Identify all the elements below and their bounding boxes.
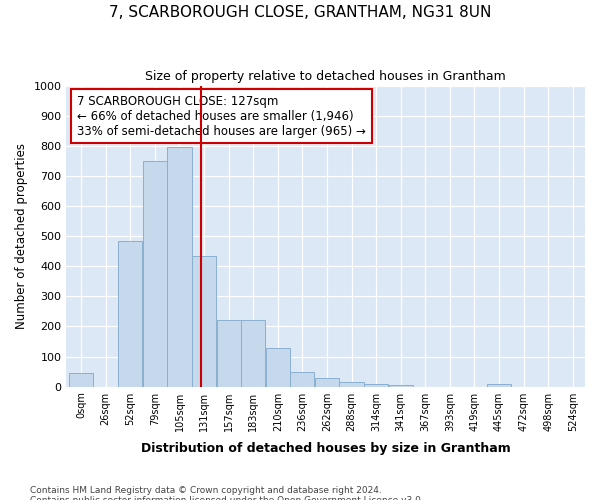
Text: Contains public sector information licensed under the Open Government Licence v3: Contains public sector information licen…: [30, 496, 424, 500]
Text: 7, SCARBOROUGH CLOSE, GRANTHAM, NG31 8UN: 7, SCARBOROUGH CLOSE, GRANTHAM, NG31 8UN: [109, 5, 491, 20]
Bar: [315, 378, 339, 386]
Text: 7 SCARBOROUGH CLOSE: 127sqm
← 66% of detached houses are smaller (1,946)
33% of : 7 SCARBOROUGH CLOSE: 127sqm ← 66% of det…: [77, 94, 365, 138]
Bar: [487, 384, 511, 386]
Bar: [143, 161, 167, 386]
Bar: [340, 382, 364, 386]
Bar: [167, 148, 191, 386]
Bar: [290, 372, 314, 386]
Y-axis label: Number of detached properties: Number of detached properties: [15, 143, 28, 329]
Title: Size of property relative to detached houses in Grantham: Size of property relative to detached ho…: [145, 70, 506, 83]
X-axis label: Distribution of detached houses by size in Grantham: Distribution of detached houses by size …: [141, 442, 511, 455]
Bar: [266, 348, 290, 387]
Text: Contains HM Land Registry data © Crown copyright and database right 2024.: Contains HM Land Registry data © Crown c…: [30, 486, 382, 495]
Bar: [217, 320, 241, 386]
Bar: [389, 385, 413, 386]
Bar: [364, 384, 388, 386]
Bar: [192, 256, 216, 386]
Bar: [118, 240, 142, 386]
Bar: [241, 320, 265, 386]
Bar: [69, 373, 93, 386]
